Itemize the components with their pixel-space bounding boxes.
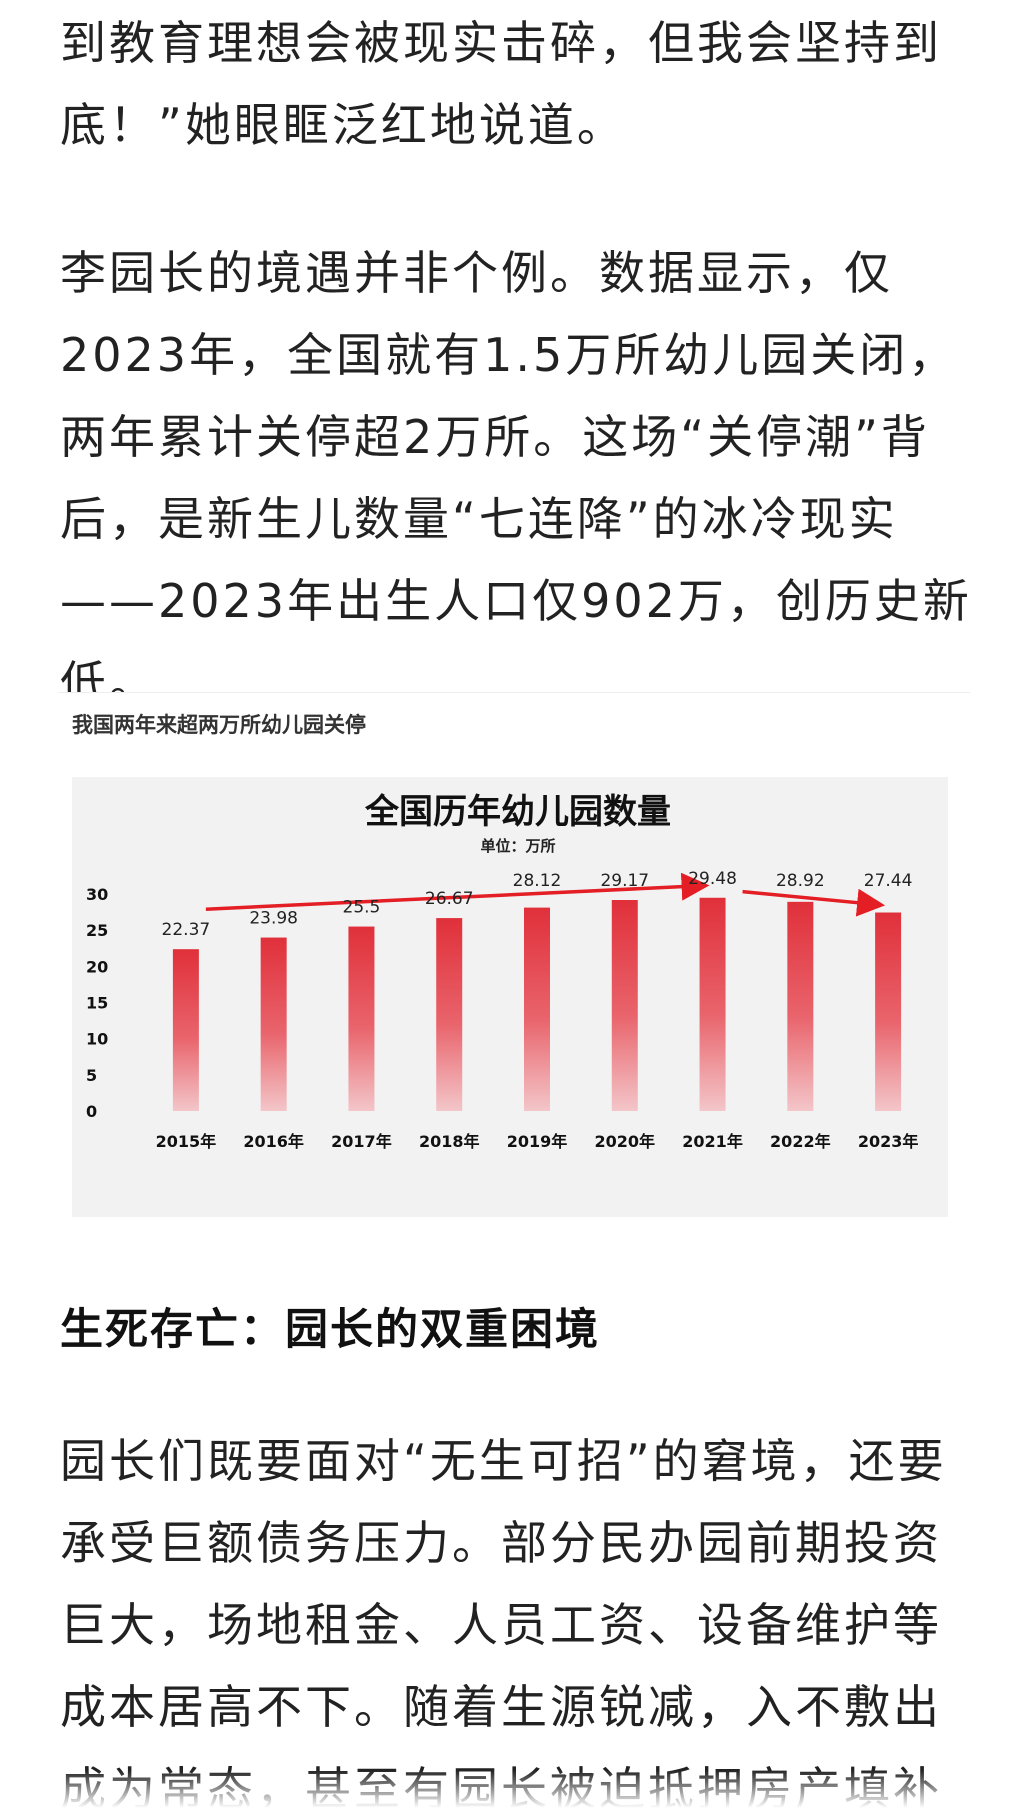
y-tick-label: 10	[86, 1030, 108, 1049]
bar	[787, 901, 814, 1111]
article-paragraph-1: 到教育理想会被现实击碎，但我会坚持到底！”她眼眶泛红地说道。	[60, 16, 942, 152]
y-tick-label: 15	[86, 994, 108, 1013]
x-tick-label: 2016年	[243, 1132, 304, 1151]
y-tick-label: 0	[86, 1102, 97, 1121]
x-tick-label: 2017年	[331, 1132, 392, 1151]
bar	[436, 918, 463, 1111]
y-tick-label: 30	[86, 885, 108, 904]
bar-value-label: 25.5	[343, 898, 381, 918]
chart-figure: 我国两年来超两万所幼儿园关停 全国历年幼儿园数量 单位：万所 0 5 10 15 20 2…	[58, 692, 970, 1233]
bars	[172, 897, 902, 1111]
bar-value-label: 26.67	[425, 889, 474, 909]
chart-panel: 全国历年幼儿园数量 单位：万所 0 5 10 15 20 25 30 22.37 23.98 2…	[72, 777, 948, 1217]
bar	[875, 912, 902, 1111]
x-tick-label: 2018年	[419, 1132, 480, 1151]
bar-value-label: 28.12	[513, 871, 562, 891]
article-paragraph-3: 园长们既要面对“无生可招”的窘境，还要承受巨额债务压力。部分民办园前期投资巨大，…	[60, 1434, 947, 1808]
bar	[260, 937, 287, 1111]
bar-value-label: 23.98	[249, 909, 298, 929]
chart-subtitle: 单位：万所	[480, 837, 555, 855]
bar	[524, 907, 550, 1111]
bar	[348, 926, 375, 1111]
x-axis-labels: 2015年 2016年 2017年 2018年 2019年 2020年 2021年 2022年…	[156, 1132, 919, 1151]
x-tick-label: 2022年	[770, 1132, 831, 1151]
article-paragraph-2: 李园长的境遇并非个例。数据显示，仅2023年，全国就有1.5万所幼儿园关闭，两年…	[60, 246, 972, 710]
trend-arrows	[205, 872, 886, 917]
bar	[172, 949, 199, 1111]
bar	[699, 897, 726, 1111]
bar	[611, 900, 638, 1111]
x-tick-label: 2015年	[156, 1132, 217, 1151]
section-heading: 生死存亡：园长的双重困境	[60, 1305, 600, 1355]
x-tick-label: 2019年	[507, 1132, 568, 1151]
bar-value-label: 28.92	[776, 871, 825, 891]
bar-value-label: 29.17	[600, 871, 649, 891]
y-tick-label: 5	[86, 1066, 97, 1085]
x-tick-label: 2023年	[858, 1132, 919, 1151]
falling-trend-arrow	[742, 888, 886, 917]
value-labels: 22.37 23.98 25.5 26.67 28.12 29.17 29.48 28.92 2…	[162, 869, 913, 940]
bar-value-label: 22.37	[162, 920, 211, 940]
x-tick-label: 2020年	[595, 1132, 656, 1151]
y-axis-ticks: 0 5 10 15 20 25 30	[86, 885, 108, 1121]
chart-title: 全国历年幼儿园数量	[364, 792, 671, 832]
bar-value-label: 29.48	[688, 869, 737, 889]
figure-caption: 我国两年来超两万所幼儿园关停	[72, 713, 366, 737]
bar-value-label: 27.44	[864, 871, 913, 891]
y-tick-label: 20	[86, 957, 108, 976]
x-tick-label: 2021年	[682, 1132, 743, 1151]
y-tick-label: 25	[86, 921, 108, 940]
rising-trend-arrow	[205, 872, 710, 911]
